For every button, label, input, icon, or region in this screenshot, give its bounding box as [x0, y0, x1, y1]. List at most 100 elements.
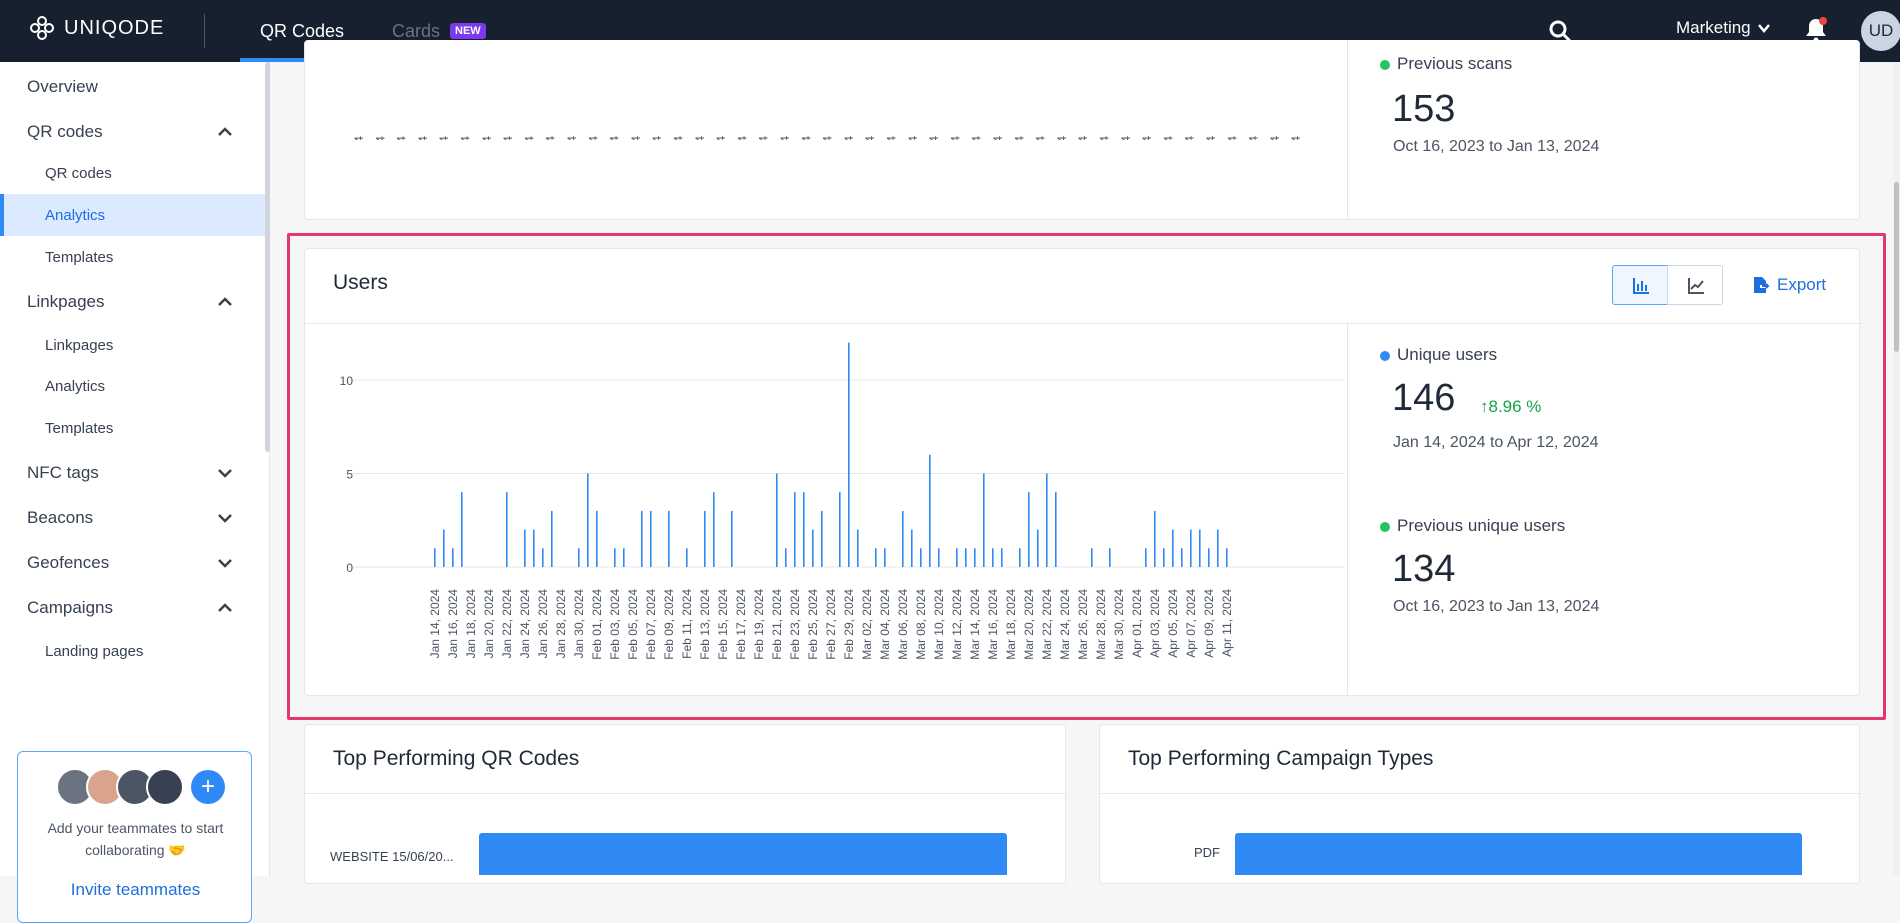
sidebar-scrollbar[interactable] — [265, 62, 270, 452]
previous-scans-range: Oct 16, 2023 to Jan 13, 2024 — [1393, 138, 1600, 155]
card-divider — [1347, 324, 1348, 697]
bar[interactable] — [731, 510, 733, 567]
line-chart-toggle[interactable] — [1667, 265, 1723, 305]
bar[interactable] — [686, 548, 688, 567]
export-button[interactable]: Export — [1751, 275, 1826, 295]
bar[interactable] — [1055, 492, 1057, 567]
sidebar-sub-linkpages[interactable]: Linkpages — [45, 336, 114, 354]
add-teammate-icon[interactable]: + — [191, 770, 225, 804]
bar[interactable] — [1172, 529, 1174, 567]
bar[interactable] — [812, 529, 814, 567]
bar[interactable] — [1190, 529, 1192, 567]
search-icon[interactable] — [1547, 18, 1573, 44]
bar[interactable] — [1208, 548, 1210, 567]
bar[interactable] — [1046, 473, 1048, 568]
sidebar-sub-qr-analytics[interactable]: Analytics — [0, 194, 265, 236]
bar-chart-toggle[interactable] — [1612, 265, 1668, 305]
sidebar-item-campaigns[interactable]: Campaigns — [0, 587, 265, 629]
bar[interactable] — [524, 529, 526, 567]
main-scrollbar-thumb[interactable] — [1894, 182, 1899, 352]
sidebar-item-overview[interactable]: Overview — [27, 77, 98, 96]
bar[interactable] — [884, 548, 886, 567]
x-tick-label: Feb 17, 2024 — [714, 136, 728, 140]
bar[interactable] — [857, 529, 859, 567]
x-tick-label: Apr 05, 2024 — [1225, 136, 1239, 140]
bar[interactable] — [992, 548, 994, 567]
bar[interactable] — [929, 454, 931, 567]
invite-teammates-link[interactable]: Invite teammates — [70, 880, 201, 899]
bar[interactable] — [821, 510, 823, 567]
top-campaign-bar[interactable] — [1235, 833, 1802, 875]
sidebar-item-qr-codes[interactable]: QR codes — [0, 111, 265, 153]
bar[interactable] — [1181, 548, 1183, 567]
bar[interactable] — [776, 473, 778, 568]
bar[interactable] — [1217, 529, 1219, 567]
sidebar-item-beacons[interactable]: Beacons — [0, 497, 265, 539]
bar[interactable] — [542, 548, 544, 567]
user-avatar[interactable]: UD — [1861, 11, 1900, 51]
bar[interactable] — [1154, 510, 1156, 567]
bar[interactable] — [1028, 492, 1030, 567]
bar[interactable] — [983, 473, 985, 568]
bar[interactable] — [578, 548, 580, 567]
bar[interactable] — [587, 473, 589, 568]
bar[interactable] — [623, 548, 625, 567]
y-tick-label: 5 — [346, 468, 353, 482]
bar[interactable] — [794, 492, 796, 567]
bar[interactable] — [911, 529, 913, 567]
bar[interactable] — [650, 510, 652, 567]
bar[interactable] — [1199, 529, 1201, 567]
bar[interactable] — [533, 529, 535, 567]
sidebar-sub-qr-codes[interactable]: QR codes — [45, 164, 112, 182]
sidebar-sub-qr-templates[interactable]: Templates — [45, 248, 114, 266]
bar[interactable] — [974, 548, 976, 567]
logo[interactable]: UNIQODE — [28, 14, 164, 42]
sidebar-sub-link-analytics[interactable]: Analytics — [45, 377, 106, 395]
bar[interactable] — [1019, 548, 1021, 567]
bar[interactable] — [1226, 548, 1228, 567]
top-qr-bar[interactable] — [479, 833, 1007, 875]
bar[interactable] — [506, 492, 508, 567]
sidebar-sub-landing-pages[interactable]: Landing pages — [45, 642, 144, 660]
bar[interactable] — [551, 510, 553, 567]
bar[interactable] — [875, 548, 877, 567]
bar[interactable] — [641, 510, 643, 567]
bar[interactable] — [839, 492, 841, 567]
bar[interactable] — [1145, 548, 1147, 567]
x-tick-label: Apr 03, 2024 — [1204, 136, 1218, 140]
tab-qr-codes[interactable]: QR Codes — [240, 0, 365, 62]
bar[interactable] — [920, 548, 922, 567]
bar[interactable] — [704, 510, 706, 567]
bar[interactable] — [713, 492, 715, 567]
bar[interactable] — [848, 342, 850, 567]
bar[interactable] — [461, 492, 463, 567]
bar[interactable] — [434, 548, 436, 567]
sidebar-sub-link-templates[interactable]: Templates — [45, 419, 114, 437]
bar[interactable] — [452, 548, 454, 567]
bar[interactable] — [1037, 529, 1039, 567]
x-tick-label: Mar 06, 2024 — [906, 136, 920, 140]
sidebar-item-label: Beacons — [27, 508, 94, 527]
bar[interactable] — [1091, 548, 1093, 567]
tab-cards[interactable]: Cards NEW — [392, 0, 486, 62]
team-switcher[interactable]: Marketing — [1676, 18, 1771, 38]
unique-users-value: 146 — [1392, 377, 1456, 419]
bar[interactable] — [902, 510, 904, 567]
card-header-divider — [305, 323, 1861, 324]
sidebar-item-nfc-tags[interactable]: NFC tags — [0, 452, 265, 494]
bar[interactable] — [1163, 548, 1165, 567]
sidebar-item-geofences[interactable]: Geofences — [0, 542, 265, 584]
bar[interactable] — [803, 492, 805, 567]
bar[interactable] — [785, 548, 787, 567]
bar[interactable] — [668, 510, 670, 567]
bar[interactable] — [1109, 548, 1111, 567]
bar[interactable] — [443, 529, 445, 567]
main-scrollbar[interactable] — [1893, 62, 1900, 876]
bar[interactable] — [965, 548, 967, 567]
bar[interactable] — [614, 548, 616, 567]
bar[interactable] — [938, 548, 940, 567]
bar[interactable] — [596, 510, 598, 567]
bar[interactable] — [956, 548, 958, 567]
bar[interactable] — [1001, 548, 1003, 567]
sidebar-item-linkpages[interactable]: Linkpages — [0, 281, 265, 323]
